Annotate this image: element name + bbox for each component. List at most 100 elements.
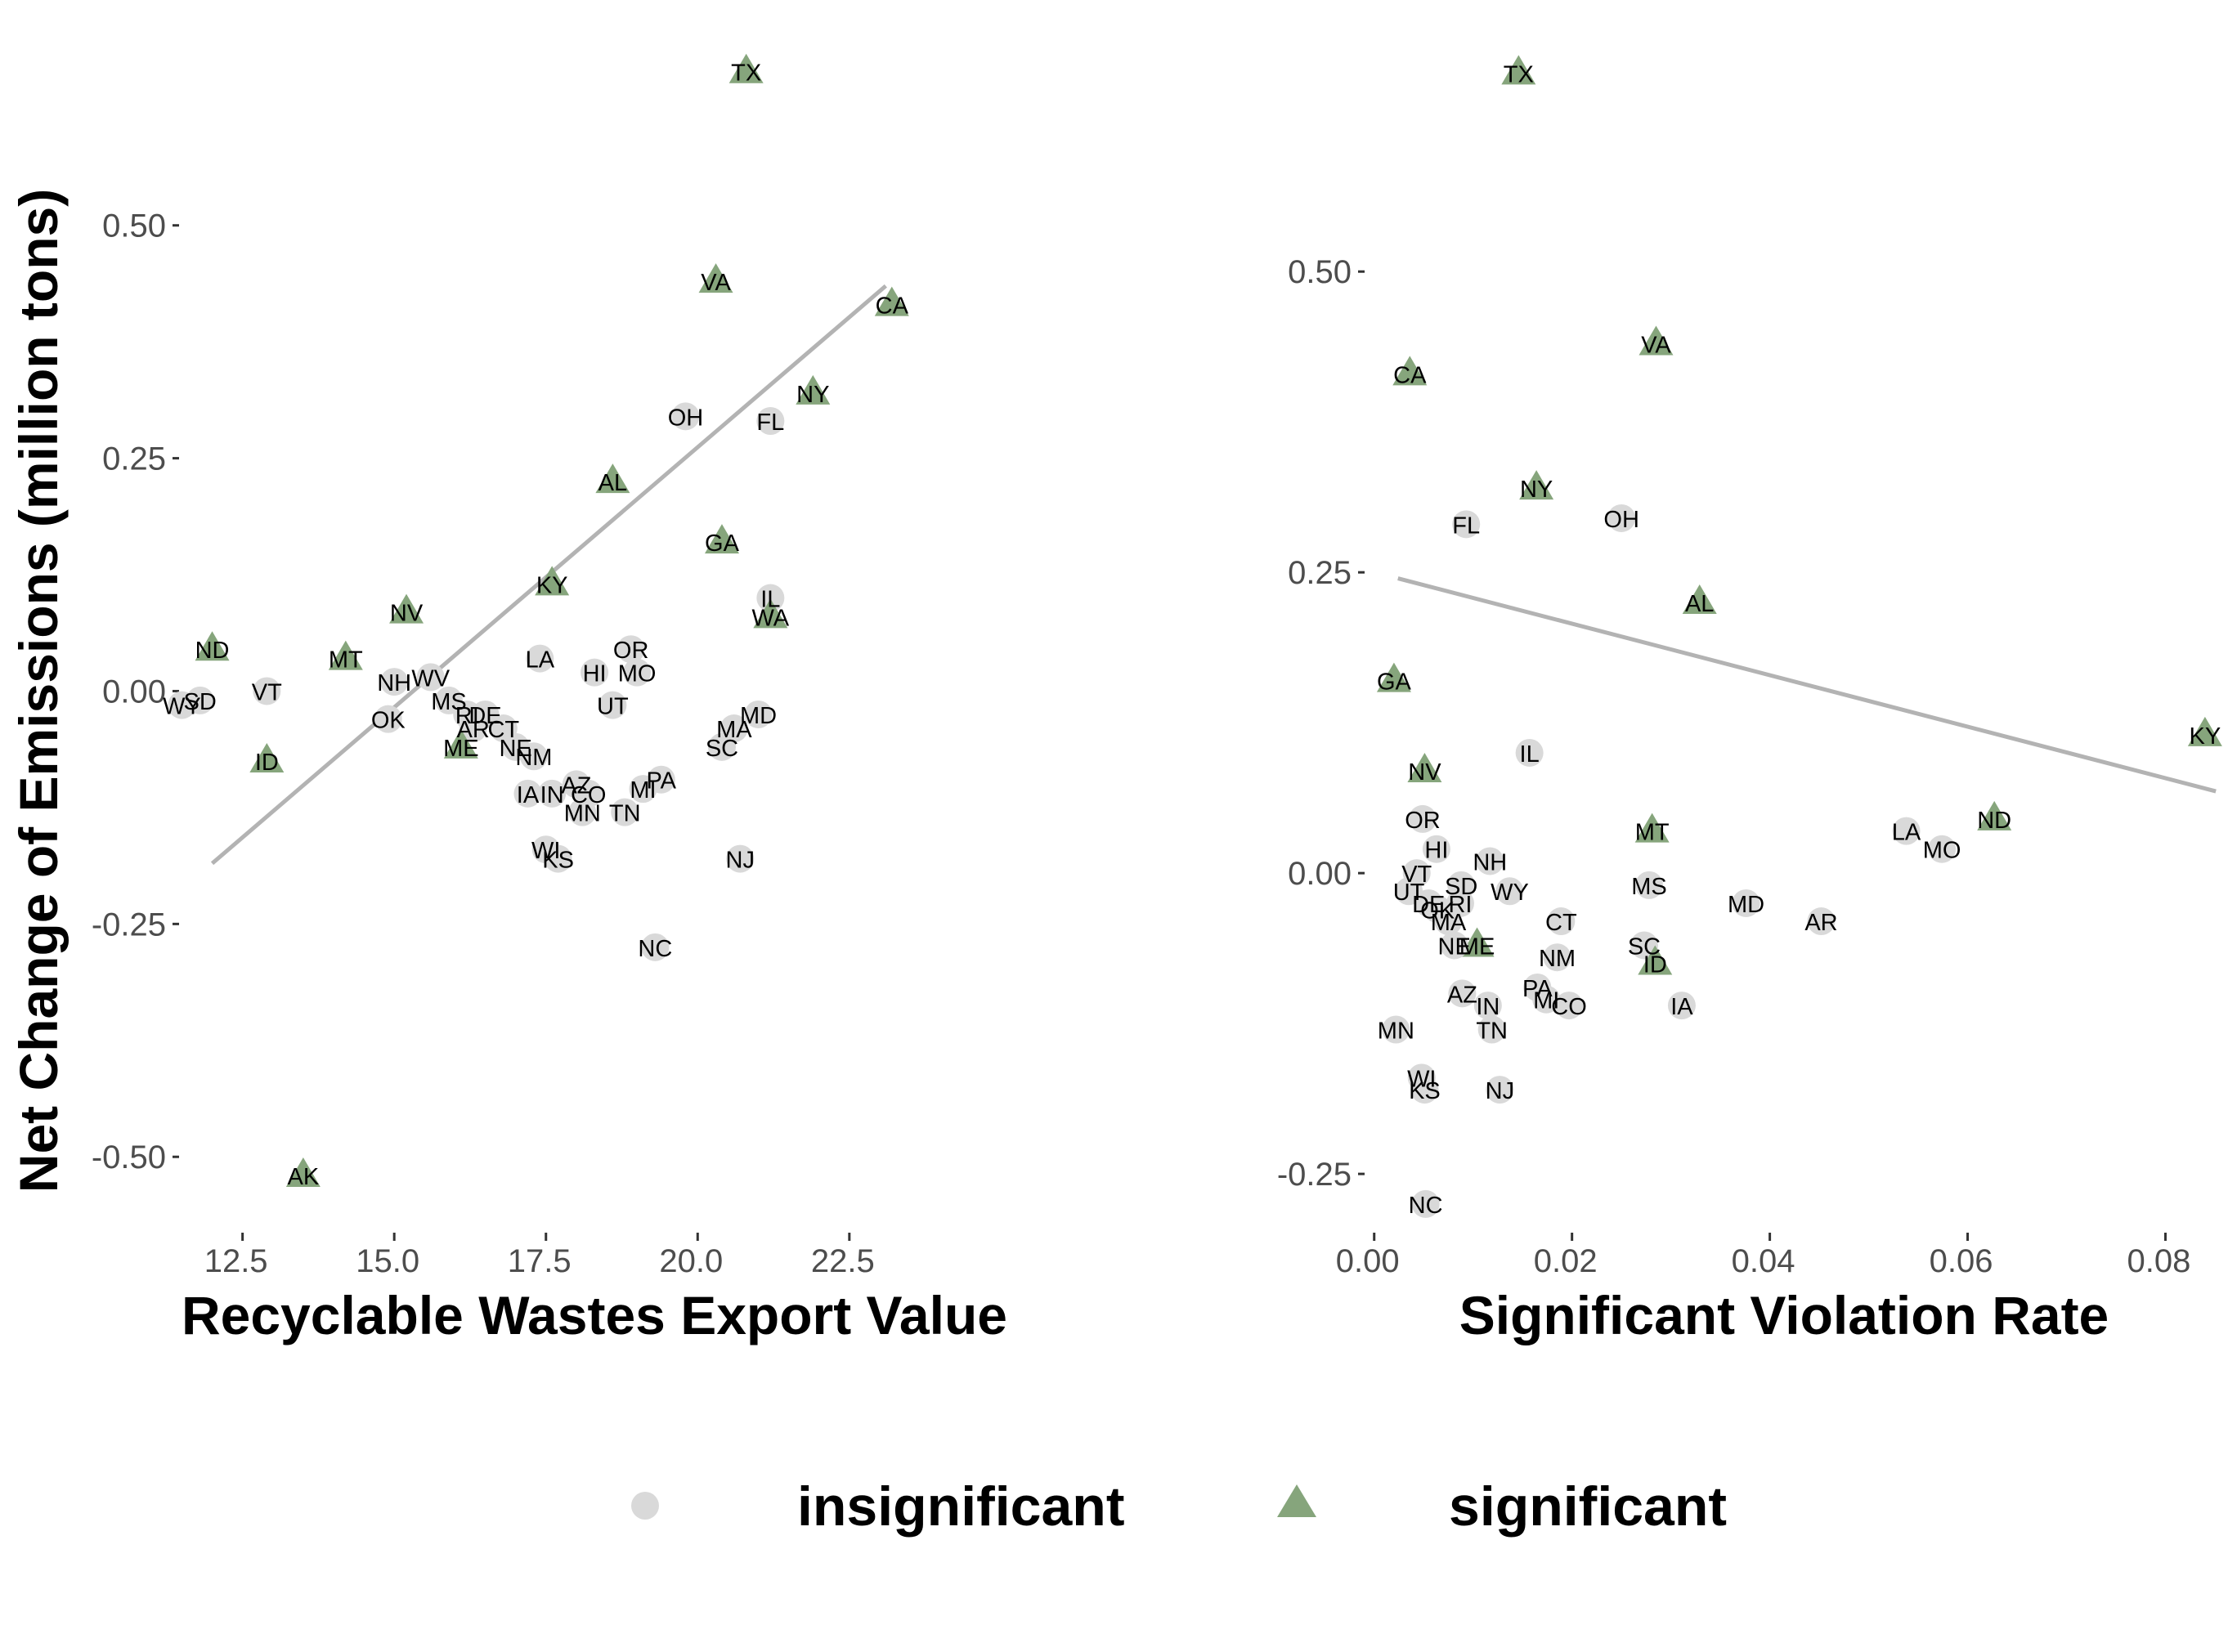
point-label: ID: [1643, 952, 1667, 978]
point-label: AK: [288, 1164, 320, 1190]
point-label: MN: [564, 801, 601, 827]
data-point-insignificant: [526, 644, 554, 673]
data-point-significant: [443, 728, 478, 759]
data-point-significant: [535, 566, 570, 596]
data-point-insignificant: [671, 402, 700, 431]
point-label: DE: [1412, 892, 1445, 918]
point-label: IN: [1476, 994, 1500, 1020]
point-label: PA: [646, 768, 676, 795]
legend-key-insignificant: [631, 1492, 659, 1520]
data-point-insignificant: [1547, 907, 1576, 936]
regression-line: [1397, 576, 2217, 794]
data-point-significant: [328, 640, 363, 670]
point-label: LA: [526, 647, 555, 674]
data-point-significant: [1392, 356, 1428, 386]
data-point-insignificant: [1732, 889, 1760, 917]
data-point-significant: [1639, 325, 1674, 356]
point-label: RI: [1448, 892, 1472, 918]
point-label: FL: [756, 410, 784, 436]
data-point-significant: [249, 742, 285, 772]
point-label: MA: [1431, 910, 1467, 936]
data-point-significant: [1459, 927, 1495, 957]
point-label: KY: [2190, 723, 2221, 750]
data-point-significant: [1407, 753, 1442, 783]
point-label: WA: [752, 605, 790, 631]
point-label: FL: [1452, 513, 1480, 539]
point-label: IA: [1670, 994, 1693, 1020]
point-label: AL: [598, 470, 627, 496]
legend: insignificant significant: [631, 1475, 1727, 1538]
data-point-insignificant: [1448, 979, 1477, 1008]
data-point-significant: [728, 53, 764, 83]
data-point-insignificant: [1635, 871, 1664, 899]
point-label: MT: [329, 647, 363, 674]
point-label: RI: [455, 703, 479, 729]
data-point-insignificant: [1414, 889, 1443, 917]
x-tick-label: 20.0: [659, 1243, 723, 1279]
y-tick-label: 0.25: [102, 441, 166, 477]
point-label: CT: [487, 717, 519, 743]
point-label: NE: [1438, 933, 1471, 960]
data-point-insignificant: [513, 779, 542, 808]
data-point-insignificant: [756, 407, 785, 436]
point-label: OH: [668, 405, 704, 431]
point-label: IA: [517, 782, 540, 808]
data-point-insignificant: [1409, 804, 1437, 833]
point-label: MS: [431, 689, 467, 715]
point-label: VA: [701, 270, 731, 296]
x-tick-label: 0.06: [1930, 1243, 1993, 1279]
point-label: KS: [1409, 1078, 1441, 1104]
data-point-significant: [285, 1157, 321, 1188]
data-point-insignificant: [744, 700, 773, 728]
data-point-insignificant: [1667, 992, 1696, 1020]
data-point-insignificant: [1422, 835, 1450, 863]
point-label: MA: [716, 717, 752, 743]
data-point-insignificant: [1434, 907, 1463, 936]
data-point-insignificant: [544, 844, 572, 873]
point-label: AR: [1804, 910, 1837, 936]
data-point-significant: [874, 286, 909, 316]
point-label: OH: [1603, 507, 1639, 533]
data-point-insignificant: [623, 658, 652, 687]
point-label: MO: [618, 661, 657, 687]
data-point-insignificant: [1807, 907, 1836, 936]
data-point-insignificant: [374, 705, 402, 733]
data-point-insignificant: [568, 798, 597, 826]
data-point-insignificant: [1892, 817, 1921, 845]
data-point-insignificant: [1515, 738, 1544, 767]
data-point-insignificant: [1452, 510, 1481, 539]
data-point-significant: [1634, 813, 1670, 843]
y-tick-label: -0.50: [92, 1139, 166, 1175]
data-point-significant: [1519, 470, 1554, 500]
data-point-insignificant: [616, 635, 645, 664]
x-tick-label: 0.04: [1732, 1243, 1795, 1279]
point-label: IL: [760, 587, 780, 613]
point-label: WI: [531, 838, 560, 864]
point-label: VA: [1641, 333, 1671, 359]
point-label: MO: [1923, 838, 1961, 864]
y-axis-title: Net Change of Emissions (million tons): [8, 189, 69, 1193]
data-point-insignificant: [380, 668, 409, 696]
point-label: GA: [1377, 669, 1412, 696]
data-point-insignificant: [1555, 992, 1584, 1020]
data-point-significant: [195, 631, 230, 661]
point-label: NJ: [1486, 1078, 1514, 1104]
x-tick-label: 17.5: [508, 1243, 572, 1279]
data-point-insignificant: [168, 691, 196, 719]
data-point-insignificant: [1382, 1015, 1410, 1044]
point-label: NY: [796, 382, 829, 408]
data-point-significant: [1501, 55, 1536, 85]
point-label: WV: [411, 665, 450, 692]
point-label: WI: [1407, 1066, 1436, 1092]
point-label: MN: [1378, 1019, 1414, 1045]
right-panel-scatter: 0.00 0.02 0.04 0.06 0.08 0.50 0.25 0.00 -0.25 TX V…: [1277, 55, 2222, 1279]
y-tick-label: 0.00: [102, 674, 166, 710]
point-label: OR: [613, 638, 649, 664]
data-point-significant: [796, 374, 831, 405]
point-label: CA: [1393, 362, 1427, 388]
point-label: SC: [706, 736, 738, 762]
data-point-insignificant: [1411, 1189, 1440, 1218]
point-label: IL: [1520, 741, 1540, 768]
